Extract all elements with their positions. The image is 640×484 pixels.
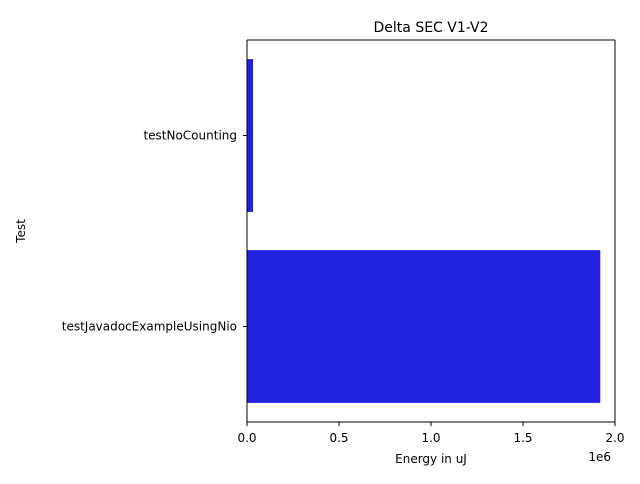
x-axis-label: Energy in uJ	[395, 452, 467, 466]
y-tick-label: testNoCounting	[143, 129, 237, 143]
ticks-layer: testNoCounting testJavadocExampleUsingNio…	[62, 129, 625, 446]
axes-layer	[246, 39, 616, 423]
x-tick-label: 1.0	[421, 431, 440, 445]
bar-test-no-counting	[247, 59, 254, 212]
x-tick-label: 2.0	[605, 431, 624, 445]
x-tick-label: 1.5	[513, 431, 532, 445]
chart-title: Delta SEC V1-V2	[374, 20, 489, 36]
x-tick-label: 0.0	[237, 431, 256, 445]
y-tick-label: testJavadocExampleUsingNio	[62, 320, 237, 334]
bars-layer	[247, 59, 601, 403]
x-tick-label: 0.5	[329, 431, 348, 445]
y-axis-label: Test	[14, 219, 28, 244]
bar-test-javadoc-example-using-nio	[247, 250, 601, 403]
x-axis-scale-label: 1e6	[588, 450, 611, 464]
